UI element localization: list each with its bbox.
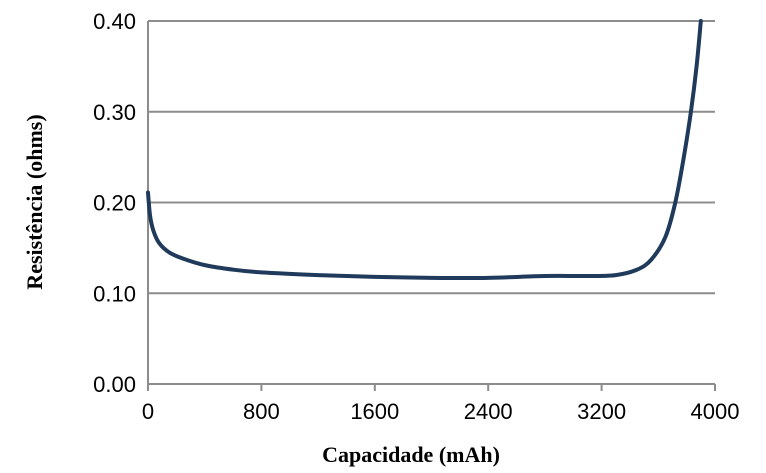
y-tick-label: 0.10: [93, 281, 136, 306]
y-axis-title: Resistência (ohms): [22, 114, 47, 289]
series-line: [146, 19, 703, 280]
x-axis-title: Capacidade (mAh): [322, 442, 500, 467]
y-tick-label: 0.00: [93, 372, 136, 397]
x-tick-label: 4000: [691, 399, 740, 424]
y-tick-label: 0.40: [93, 9, 136, 34]
axes: [147, 21, 716, 391]
x-tick-label: 800: [243, 399, 280, 424]
tick-labels: 0.00 0.10 0.20 0.30 0.40 0 800 1600 2400 3200 4000: [93, 9, 739, 424]
x-tick-label: 2400: [464, 399, 513, 424]
y-tick-label: 0.30: [93, 100, 136, 125]
x-tick-label: 0: [142, 399, 154, 424]
grid-lines: [148, 20, 715, 295]
y-tick-label: 0.20: [93, 191, 136, 216]
x-tick-label: 3200: [577, 399, 626, 424]
x-tick-label: 1600: [350, 399, 399, 424]
series-layer: [146, 19, 703, 280]
